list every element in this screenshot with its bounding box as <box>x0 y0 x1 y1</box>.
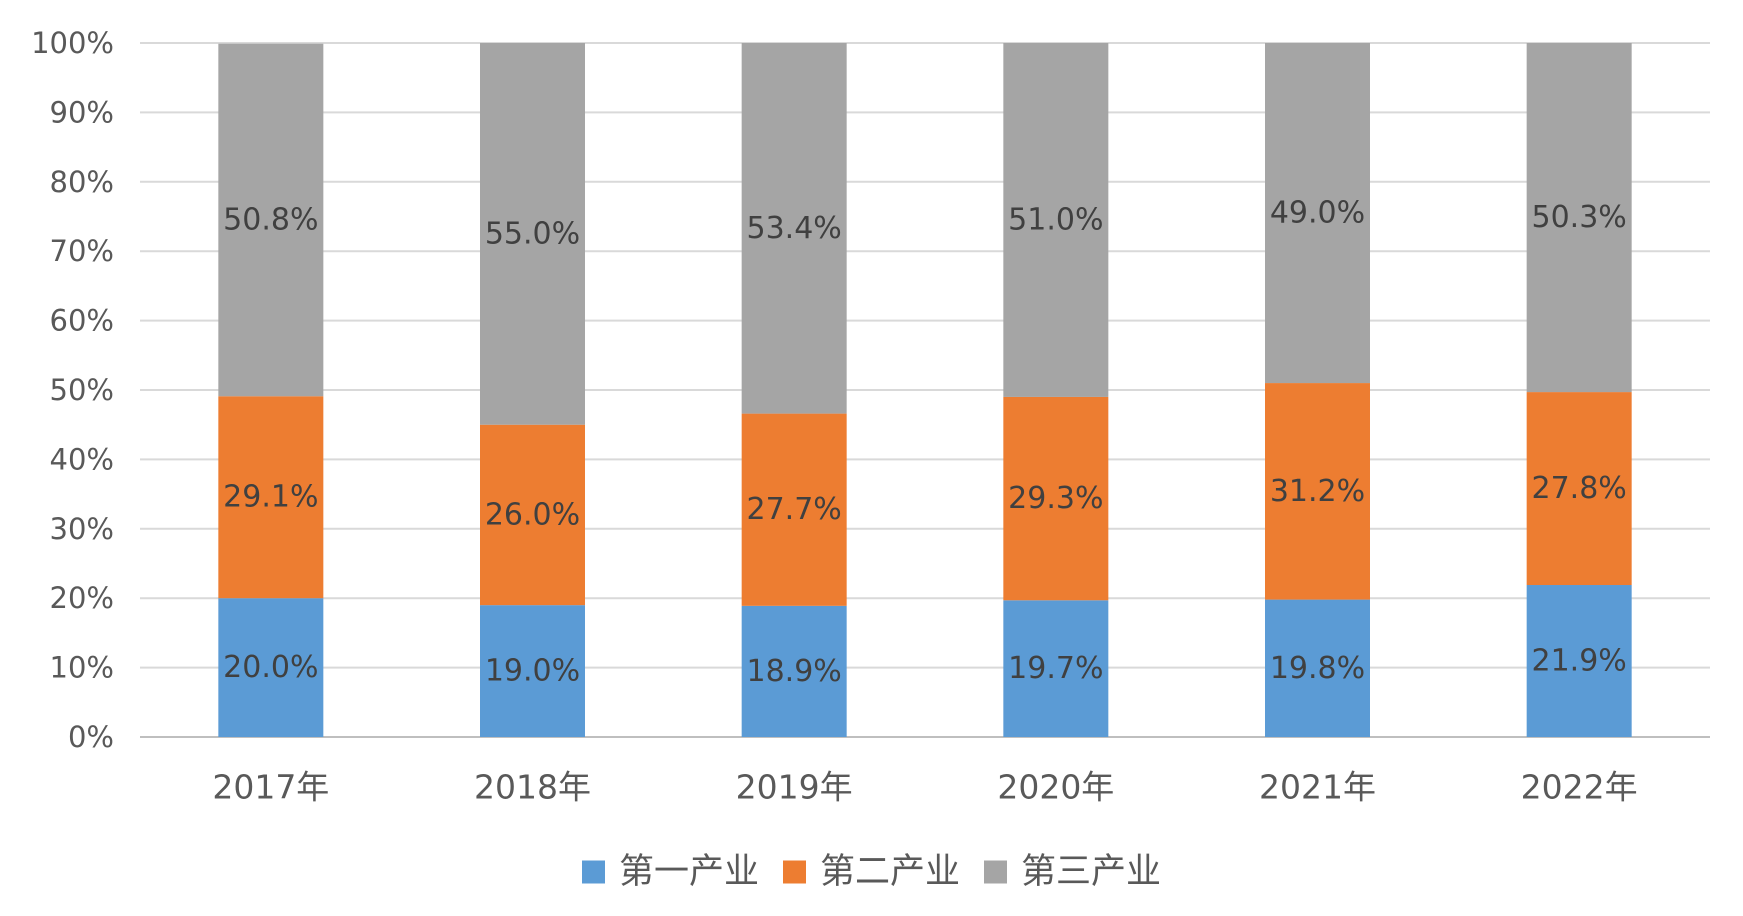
bar-segment <box>741 413 847 606</box>
bar-segment <box>480 424 585 606</box>
y-tick-label: 70% <box>50 234 114 268</box>
x-tick-label: 2022年 <box>1521 768 1638 807</box>
data-label: 29.1% <box>223 480 318 515</box>
y-tick-label: 40% <box>50 442 114 476</box>
bar-segment <box>1526 392 1632 586</box>
bar-segment <box>1526 585 1632 737</box>
data-label: 21.9% <box>1532 644 1627 679</box>
data-label: 20.0% <box>223 650 318 685</box>
data-labels: 20.0% 29.1% 50.8% 19.0% 26.0% 55.0% 18.9% 27.7%… <box>223 196 1627 689</box>
legend-item: 第一产业 <box>582 852 759 892</box>
x-axis-ticks: 2017年 2018年 2019年 2020年 2021年 2022年 <box>212 768 1637 807</box>
legend-swatch <box>783 860 806 884</box>
data-label: 53.4% <box>747 211 842 246</box>
x-tick-label: 2020年 <box>997 768 1114 807</box>
data-label: 49.0% <box>1270 196 1365 231</box>
y-tick-label: 0% <box>68 720 114 754</box>
bar-segment <box>741 43 847 414</box>
data-label: 50.3% <box>1532 200 1627 235</box>
y-tick-label: 10% <box>50 651 114 685</box>
data-label: 50.8% <box>223 202 318 237</box>
gridlines <box>140 42 1710 738</box>
legend-label: 第二产业 <box>820 852 960 892</box>
data-label: 18.9% <box>747 654 842 689</box>
y-tick-label: 30% <box>50 512 114 546</box>
x-tick-label: 2017年 <box>212 768 329 807</box>
x-tick-label: 2019年 <box>736 768 853 807</box>
y-tick-label: 60% <box>50 304 114 338</box>
bar-segment <box>218 598 324 737</box>
data-label: 26.0% <box>485 497 580 532</box>
y-axis-ticks: 0% 10% 20% 30% 40% 50% 60% 70% 80% 90% 100% <box>31 26 114 754</box>
bar-segment <box>480 605 585 737</box>
y-tick-label: 80% <box>50 165 114 199</box>
data-label: 19.8% <box>1270 651 1365 686</box>
bar-segment <box>1265 599 1370 737</box>
x-tick-label: 2018年 <box>474 768 591 807</box>
x-tick-label: 2021年 <box>1259 768 1376 807</box>
legend-item: 第三产业 <box>984 852 1161 892</box>
bar-segment <box>218 396 324 599</box>
y-tick-label: 50% <box>50 373 114 407</box>
bars <box>218 43 1632 737</box>
y-tick-label: 100% <box>31 26 114 60</box>
data-label: 19.0% <box>485 654 580 689</box>
legend: 第一产业 第二产业 第三产业 <box>582 852 1161 892</box>
data-label: 19.7% <box>1008 651 1103 686</box>
legend-swatch <box>582 860 605 884</box>
data-label: 27.8% <box>1532 471 1627 506</box>
y-tick-label: 90% <box>50 95 114 129</box>
data-label: 29.3% <box>1008 481 1103 516</box>
bar-segment <box>1003 43 1109 397</box>
bar-segment <box>1265 43 1370 384</box>
data-label: 31.2% <box>1270 474 1365 509</box>
y-tick-label: 20% <box>50 581 114 615</box>
legend-swatch <box>984 860 1007 884</box>
bar-segment <box>1003 396 1109 601</box>
legend-label: 第三产业 <box>1021 852 1161 892</box>
bar-segment <box>1003 600 1109 737</box>
data-label: 27.7% <box>747 492 842 527</box>
bar-segment <box>1526 43 1632 393</box>
data-label: 55.0% <box>485 216 580 251</box>
bar-segment <box>741 605 847 737</box>
bar-segment <box>1265 383 1370 600</box>
legend-item: 第二产业 <box>783 852 960 892</box>
bar-segment <box>480 43 585 425</box>
legend-label: 第一产业 <box>619 852 759 892</box>
data-label: 51.0% <box>1008 202 1103 237</box>
bar-segment <box>218 43 324 397</box>
